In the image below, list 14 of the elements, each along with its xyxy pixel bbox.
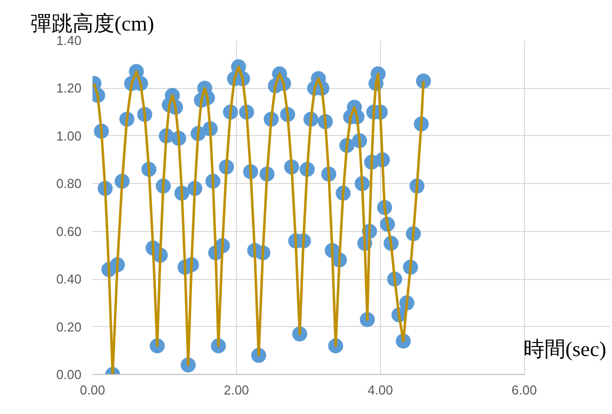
x-tick-label: 6.00: [512, 382, 537, 398]
y-tick-label: 0.80: [56, 176, 82, 192]
y-tick-label: 1.20: [56, 80, 82, 96]
y-tick-label: 1.40: [56, 33, 82, 48]
y-tick-label: 0.40: [56, 272, 82, 287]
y-tick-label: 1.00: [56, 128, 82, 144]
y-tick-label: 0.20: [56, 319, 82, 334]
x-tick-label: 0.00: [80, 382, 106, 398]
y-axis-title: 彈跳高度(cm): [30, 12, 154, 36]
y-tick-label: 0.00: [56, 367, 82, 382]
x-axis-title: 時間(sec): [523, 337, 606, 362]
x-tick-label: 4.00: [368, 382, 393, 398]
x-tick-label: 2.00: [224, 382, 250, 398]
y-tick-label: 0.60: [56, 224, 82, 239]
